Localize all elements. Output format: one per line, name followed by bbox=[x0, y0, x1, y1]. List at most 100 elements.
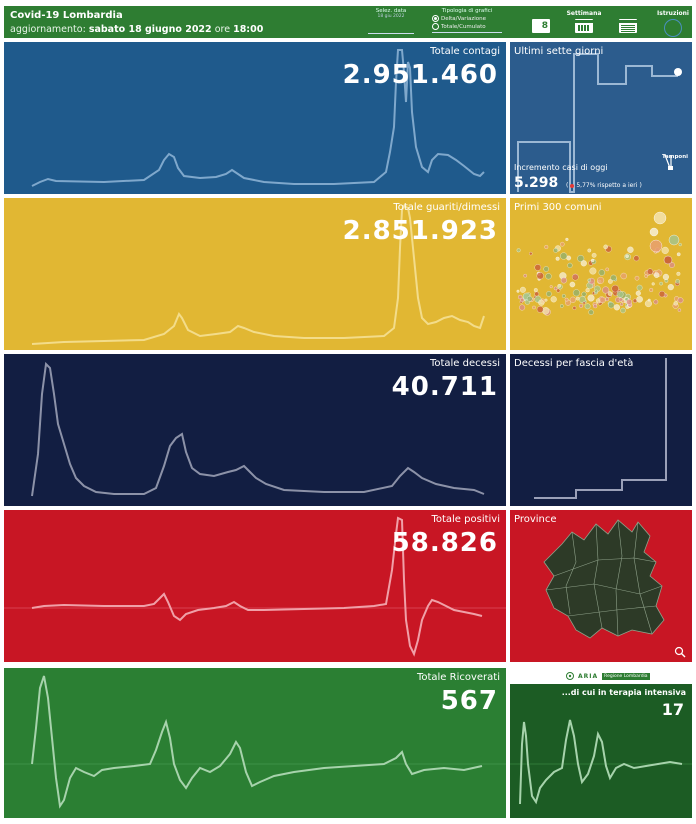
comune-bubble[interactable] bbox=[545, 273, 552, 280]
comune-bubble[interactable] bbox=[668, 234, 680, 246]
comune-bubble[interactable] bbox=[608, 279, 613, 284]
comune-bubble[interactable] bbox=[659, 281, 663, 286]
comune-bubble[interactable] bbox=[636, 296, 643, 303]
comune-bubble[interactable] bbox=[575, 296, 580, 301]
comune-bubble[interactable] bbox=[529, 251, 533, 256]
comune-bubble[interactable] bbox=[599, 296, 606, 304]
comune-bubble[interactable] bbox=[560, 277, 567, 284]
comune-bubble[interactable] bbox=[653, 299, 659, 305]
comune-bubble[interactable] bbox=[555, 256, 560, 261]
comune-bubble[interactable] bbox=[593, 304, 598, 309]
comune-bubble[interactable] bbox=[647, 268, 654, 275]
comune-bubble[interactable] bbox=[572, 289, 580, 297]
comune-bubble[interactable] bbox=[663, 255, 673, 265]
comune-bubble[interactable] bbox=[519, 286, 526, 293]
comune-bubble[interactable] bbox=[572, 273, 579, 281]
comune-bubble[interactable] bbox=[649, 288, 654, 292]
comune-bubble[interactable] bbox=[625, 254, 629, 258]
comune-bubble[interactable] bbox=[677, 297, 684, 304]
comune-bubble[interactable] bbox=[567, 262, 573, 268]
comune-bubble[interactable] bbox=[549, 285, 553, 289]
comune-bubble[interactable] bbox=[564, 297, 569, 302]
comune-bubble[interactable] bbox=[519, 297, 525, 303]
comune-bubble[interactable] bbox=[543, 266, 549, 272]
comune-bubble[interactable] bbox=[536, 306, 544, 313]
comune-bubble[interactable] bbox=[594, 289, 598, 293]
comune-bubble[interactable] bbox=[516, 289, 520, 293]
radio-delta-dot[interactable] bbox=[432, 15, 439, 22]
comune-bubble[interactable] bbox=[597, 276, 605, 284]
comune-bubble[interactable] bbox=[581, 291, 587, 297]
comune-bubble[interactable] bbox=[556, 288, 561, 293]
comune-bubble[interactable] bbox=[533, 288, 538, 293]
comune-bubble[interactable] bbox=[634, 275, 640, 281]
comune-bubble[interactable] bbox=[607, 291, 613, 296]
comune-bubble[interactable] bbox=[635, 290, 641, 296]
comune-bubble[interactable] bbox=[565, 237, 569, 241]
comuni-bubble-chart[interactable] bbox=[510, 198, 692, 350]
comune-bubble[interactable] bbox=[636, 284, 643, 291]
comune-bubble[interactable] bbox=[605, 297, 610, 302]
comune-bubble[interactable] bbox=[587, 294, 595, 302]
comune-bubble[interactable] bbox=[677, 308, 682, 312]
comune-bubble[interactable] bbox=[580, 260, 587, 267]
comune-bubble[interactable] bbox=[582, 301, 586, 305]
comune-bubble[interactable] bbox=[651, 282, 655, 286]
comune-bubble[interactable] bbox=[653, 211, 667, 225]
month-tab[interactable] bbox=[616, 12, 640, 33]
comune-bubble[interactable] bbox=[611, 284, 619, 293]
comune-bubble[interactable] bbox=[538, 299, 545, 306]
comune-bubble[interactable] bbox=[661, 246, 669, 254]
comune-bubble[interactable] bbox=[669, 262, 675, 268]
comune-bubble[interactable] bbox=[560, 241, 565, 247]
comune-bubble[interactable] bbox=[591, 258, 595, 263]
comune-bubble[interactable] bbox=[598, 269, 605, 276]
panel-seven-days[interactable]: Ultimi sette giorni Incremento casi di o… bbox=[510, 42, 692, 194]
comune-bubble[interactable] bbox=[519, 304, 526, 311]
comune-bubble[interactable] bbox=[620, 272, 627, 280]
date-selector[interactable]: Selez. data 18 giu 2022 bbox=[368, 8, 414, 34]
comune-bubble[interactable] bbox=[620, 307, 626, 314]
comune-bubble[interactable] bbox=[553, 286, 558, 291]
comune-bubble[interactable] bbox=[658, 290, 666, 298]
comune-bubble[interactable] bbox=[644, 300, 652, 308]
comune-bubble[interactable] bbox=[616, 290, 624, 298]
panel-eta[interactable]: Decessi per fascia d'età bbox=[510, 354, 692, 506]
comune-bubble[interactable] bbox=[649, 239, 663, 253]
comune-bubble[interactable] bbox=[605, 267, 609, 272]
comune-bubble[interactable] bbox=[569, 281, 576, 288]
week-tab[interactable]: Settimana bbox=[566, 10, 602, 33]
comune-bubble[interactable] bbox=[644, 274, 648, 278]
radio-delta[interactable]: Delta/Variazione bbox=[432, 15, 502, 22]
comune-bubble[interactable] bbox=[626, 299, 632, 305]
comune-bubble[interactable] bbox=[587, 278, 591, 282]
comune-bubble[interactable] bbox=[585, 288, 590, 293]
comune-bubble[interactable] bbox=[603, 244, 608, 250]
comune-bubble[interactable] bbox=[649, 227, 659, 237]
comune-bubble[interactable] bbox=[584, 303, 591, 310]
comune-bubble[interactable] bbox=[613, 304, 620, 311]
comune-bubble[interactable] bbox=[523, 273, 527, 278]
date-selector-value[interactable]: 18 giu 2022 bbox=[377, 14, 405, 19]
comune-bubble[interactable] bbox=[667, 284, 674, 291]
comune-bubble[interactable] bbox=[678, 243, 682, 247]
comune-bubble[interactable] bbox=[546, 291, 552, 297]
calendar-day-icon[interactable]: 8 bbox=[532, 19, 550, 33]
comune-bubble[interactable] bbox=[608, 301, 615, 309]
comune-bubble[interactable] bbox=[560, 304, 564, 308]
comune-bubble[interactable] bbox=[610, 274, 617, 281]
comune-bubble[interactable] bbox=[653, 272, 660, 278]
comune-bubble[interactable] bbox=[560, 252, 568, 260]
comune-bubble[interactable] bbox=[544, 245, 549, 249]
comune-bubble[interactable] bbox=[561, 294, 566, 298]
comune-bubble[interactable] bbox=[579, 303, 584, 308]
comune-bubble[interactable] bbox=[587, 248, 592, 253]
zoom-icon[interactable] bbox=[674, 646, 686, 658]
comune-bubble[interactable] bbox=[619, 302, 624, 306]
comune-bubble[interactable] bbox=[569, 296, 576, 303]
instructions-tab[interactable]: Istruzioni bbox=[656, 10, 690, 37]
comune-bubble[interactable] bbox=[589, 267, 597, 275]
radio-cumulato-dot[interactable] bbox=[432, 23, 439, 30]
comune-bubble[interactable] bbox=[532, 305, 536, 310]
panel-province[interactable]: Province bbox=[510, 510, 692, 662]
